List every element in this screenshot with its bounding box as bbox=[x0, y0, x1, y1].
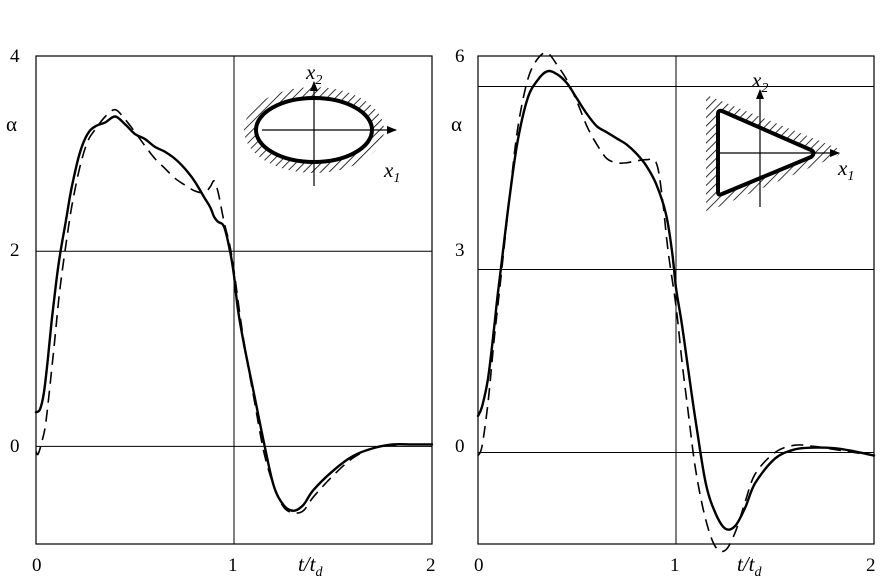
right-y-tick-label: 6 bbox=[455, 46, 465, 67]
right-x-axis-label-main: t/t bbox=[737, 552, 756, 576]
left-inset-x2-label-sub: 2 bbox=[315, 73, 322, 88]
right-y-axis-label: α bbox=[451, 112, 462, 136]
right-x-tick-label: 1 bbox=[670, 555, 680, 576]
right-x-axis-label: t/td bbox=[737, 552, 763, 579]
left-chart-panel: 4 2 0 α 0 1 2 t/td x2 x1 bbox=[6, 46, 436, 579]
right-inset-x2-label: x2 bbox=[751, 68, 768, 96]
right-chart-panel: 6 3 0 α 0 1 2 t/td x2 x1 bbox=[451, 46, 876, 579]
left-x-axis-label-sub: d bbox=[316, 565, 324, 579]
right-inset-x1-label-main: x bbox=[837, 156, 848, 180]
right-x-axis-label-sub: d bbox=[755, 565, 763, 579]
left-y-tick-label: 2 bbox=[10, 240, 20, 261]
left-y-tick-label: 4 bbox=[10, 46, 20, 67]
right-inset-x2-label-main: x bbox=[751, 68, 762, 92]
left-inset-x2-label-main: x bbox=[305, 60, 316, 84]
left-chart-series bbox=[34, 108, 434, 514]
right-chart-series bbox=[476, 51, 876, 553]
right-inset-triangle-diagram: x2 x1 bbox=[706, 68, 854, 212]
left-x-axis-label: t/td bbox=[298, 552, 324, 579]
left-x-tick-label: 0 bbox=[32, 555, 42, 576]
left-solid-series-line bbox=[34, 115, 434, 512]
right-inset-x1-label-sub: 1 bbox=[847, 169, 854, 184]
left-inset-x1-label: x1 bbox=[383, 158, 400, 186]
left-y-tick-label: 0 bbox=[10, 436, 20, 457]
left-y-axis-label: α bbox=[6, 112, 17, 136]
right-y-tick-label: 0 bbox=[455, 436, 465, 457]
left-x-tick-label: 2 bbox=[426, 555, 436, 576]
right-x-tick-label: 2 bbox=[866, 555, 876, 576]
right-x-tick-label: 0 bbox=[474, 555, 484, 576]
right-inset-x1-label: x1 bbox=[837, 156, 854, 184]
left-inset-x1-label-main: x bbox=[383, 158, 394, 182]
left-inset-x1-label-sub: 1 bbox=[393, 171, 400, 186]
left-x-tick-label: 1 bbox=[228, 555, 238, 576]
left-chart-grid bbox=[36, 56, 432, 544]
right-dashed-series-line bbox=[477, 51, 875, 553]
right-y-tick-label: 3 bbox=[455, 240, 465, 261]
left-inset-x2-label: x2 bbox=[305, 60, 322, 88]
right-inset-x2-label-sub: 2 bbox=[761, 81, 768, 96]
left-x-axis-label-main: t/t bbox=[298, 552, 317, 576]
left-inset-ellipse-diagram: x2 x1 bbox=[244, 60, 400, 186]
left-dashed-series-line bbox=[35, 108, 433, 514]
